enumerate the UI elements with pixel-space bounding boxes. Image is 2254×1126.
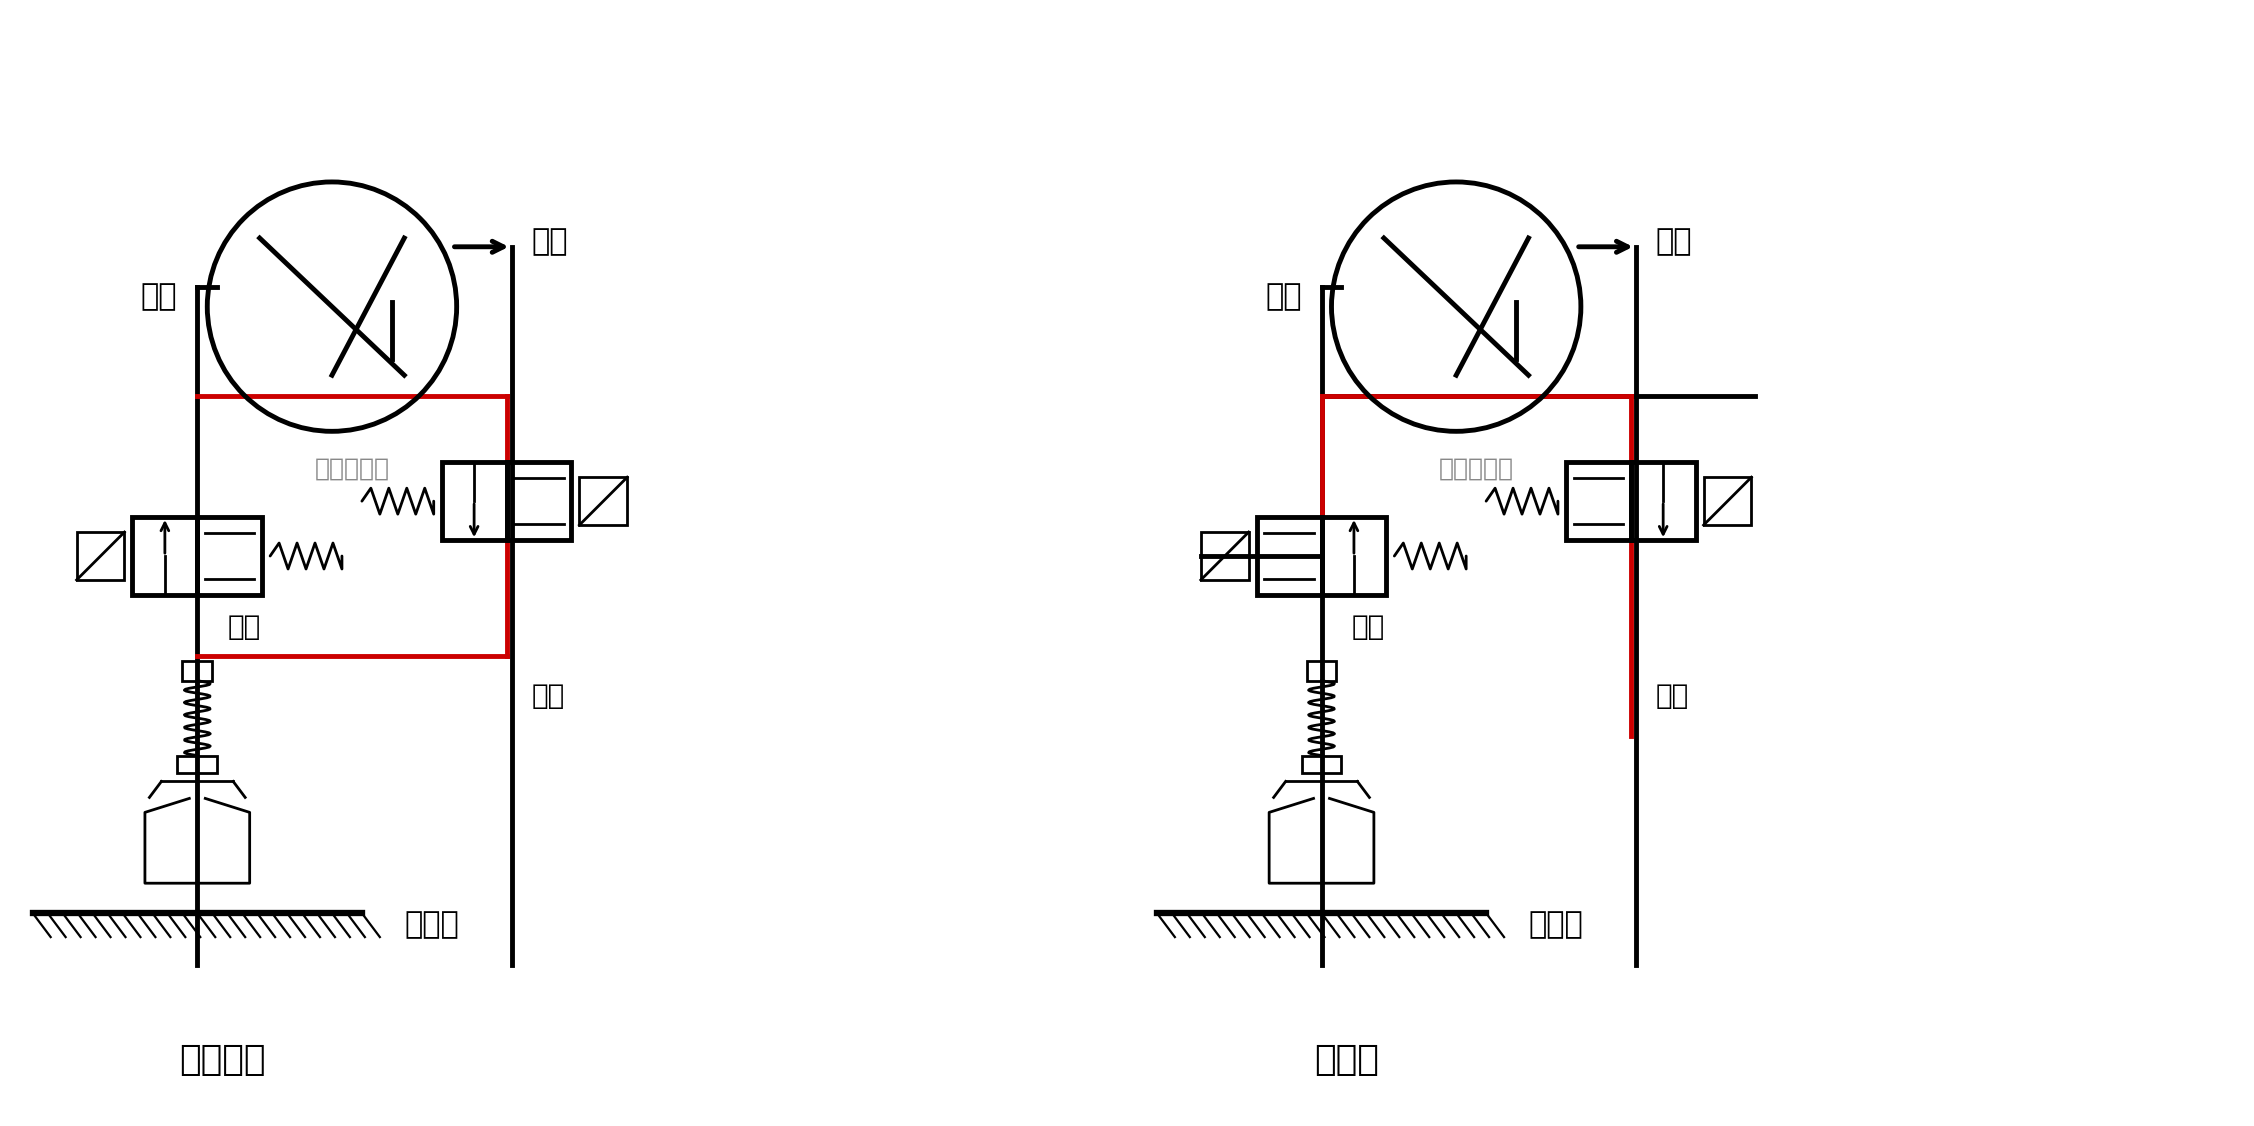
Text: 进口: 进口 — [140, 283, 178, 311]
Text: 出口: 出口 — [1657, 227, 1693, 257]
Bar — [1307, 661, 1337, 681]
Text: 出口: 出口 — [532, 227, 568, 257]
Text: 微型真空泵: 微型真空泵 — [1438, 456, 1515, 481]
Bar — [1258, 517, 1321, 595]
Text: 大气: 大气 — [532, 681, 566, 709]
Bar — [1704, 477, 1751, 525]
Bar — [183, 661, 212, 681]
Bar — [1321, 517, 1386, 595]
Bar — [77, 533, 124, 580]
Bar — [1567, 463, 1630, 540]
Bar — [198, 517, 261, 595]
Bar — [178, 756, 216, 774]
Text: 真空吸附: 真空吸附 — [178, 1043, 266, 1076]
Text: 微型真空泵: 微型真空泵 — [313, 456, 390, 481]
Bar — [579, 477, 627, 525]
Bar — [1201, 533, 1249, 580]
Bar — [1630, 463, 1695, 540]
Text: 破真空: 破真空 — [1314, 1043, 1379, 1076]
Text: 大气: 大气 — [1657, 681, 1688, 709]
Bar — [1301, 756, 1341, 774]
Text: 吸盘: 吸盘 — [1352, 613, 1384, 641]
Bar — [133, 517, 198, 595]
Bar — [442, 463, 507, 540]
Bar — [507, 463, 570, 540]
Text: 进口: 进口 — [1264, 283, 1301, 311]
Text: 状态二: 状态二 — [1528, 911, 1582, 939]
Text: 状态一: 状态一 — [403, 911, 460, 939]
Text: 吸盘: 吸盘 — [228, 613, 261, 641]
